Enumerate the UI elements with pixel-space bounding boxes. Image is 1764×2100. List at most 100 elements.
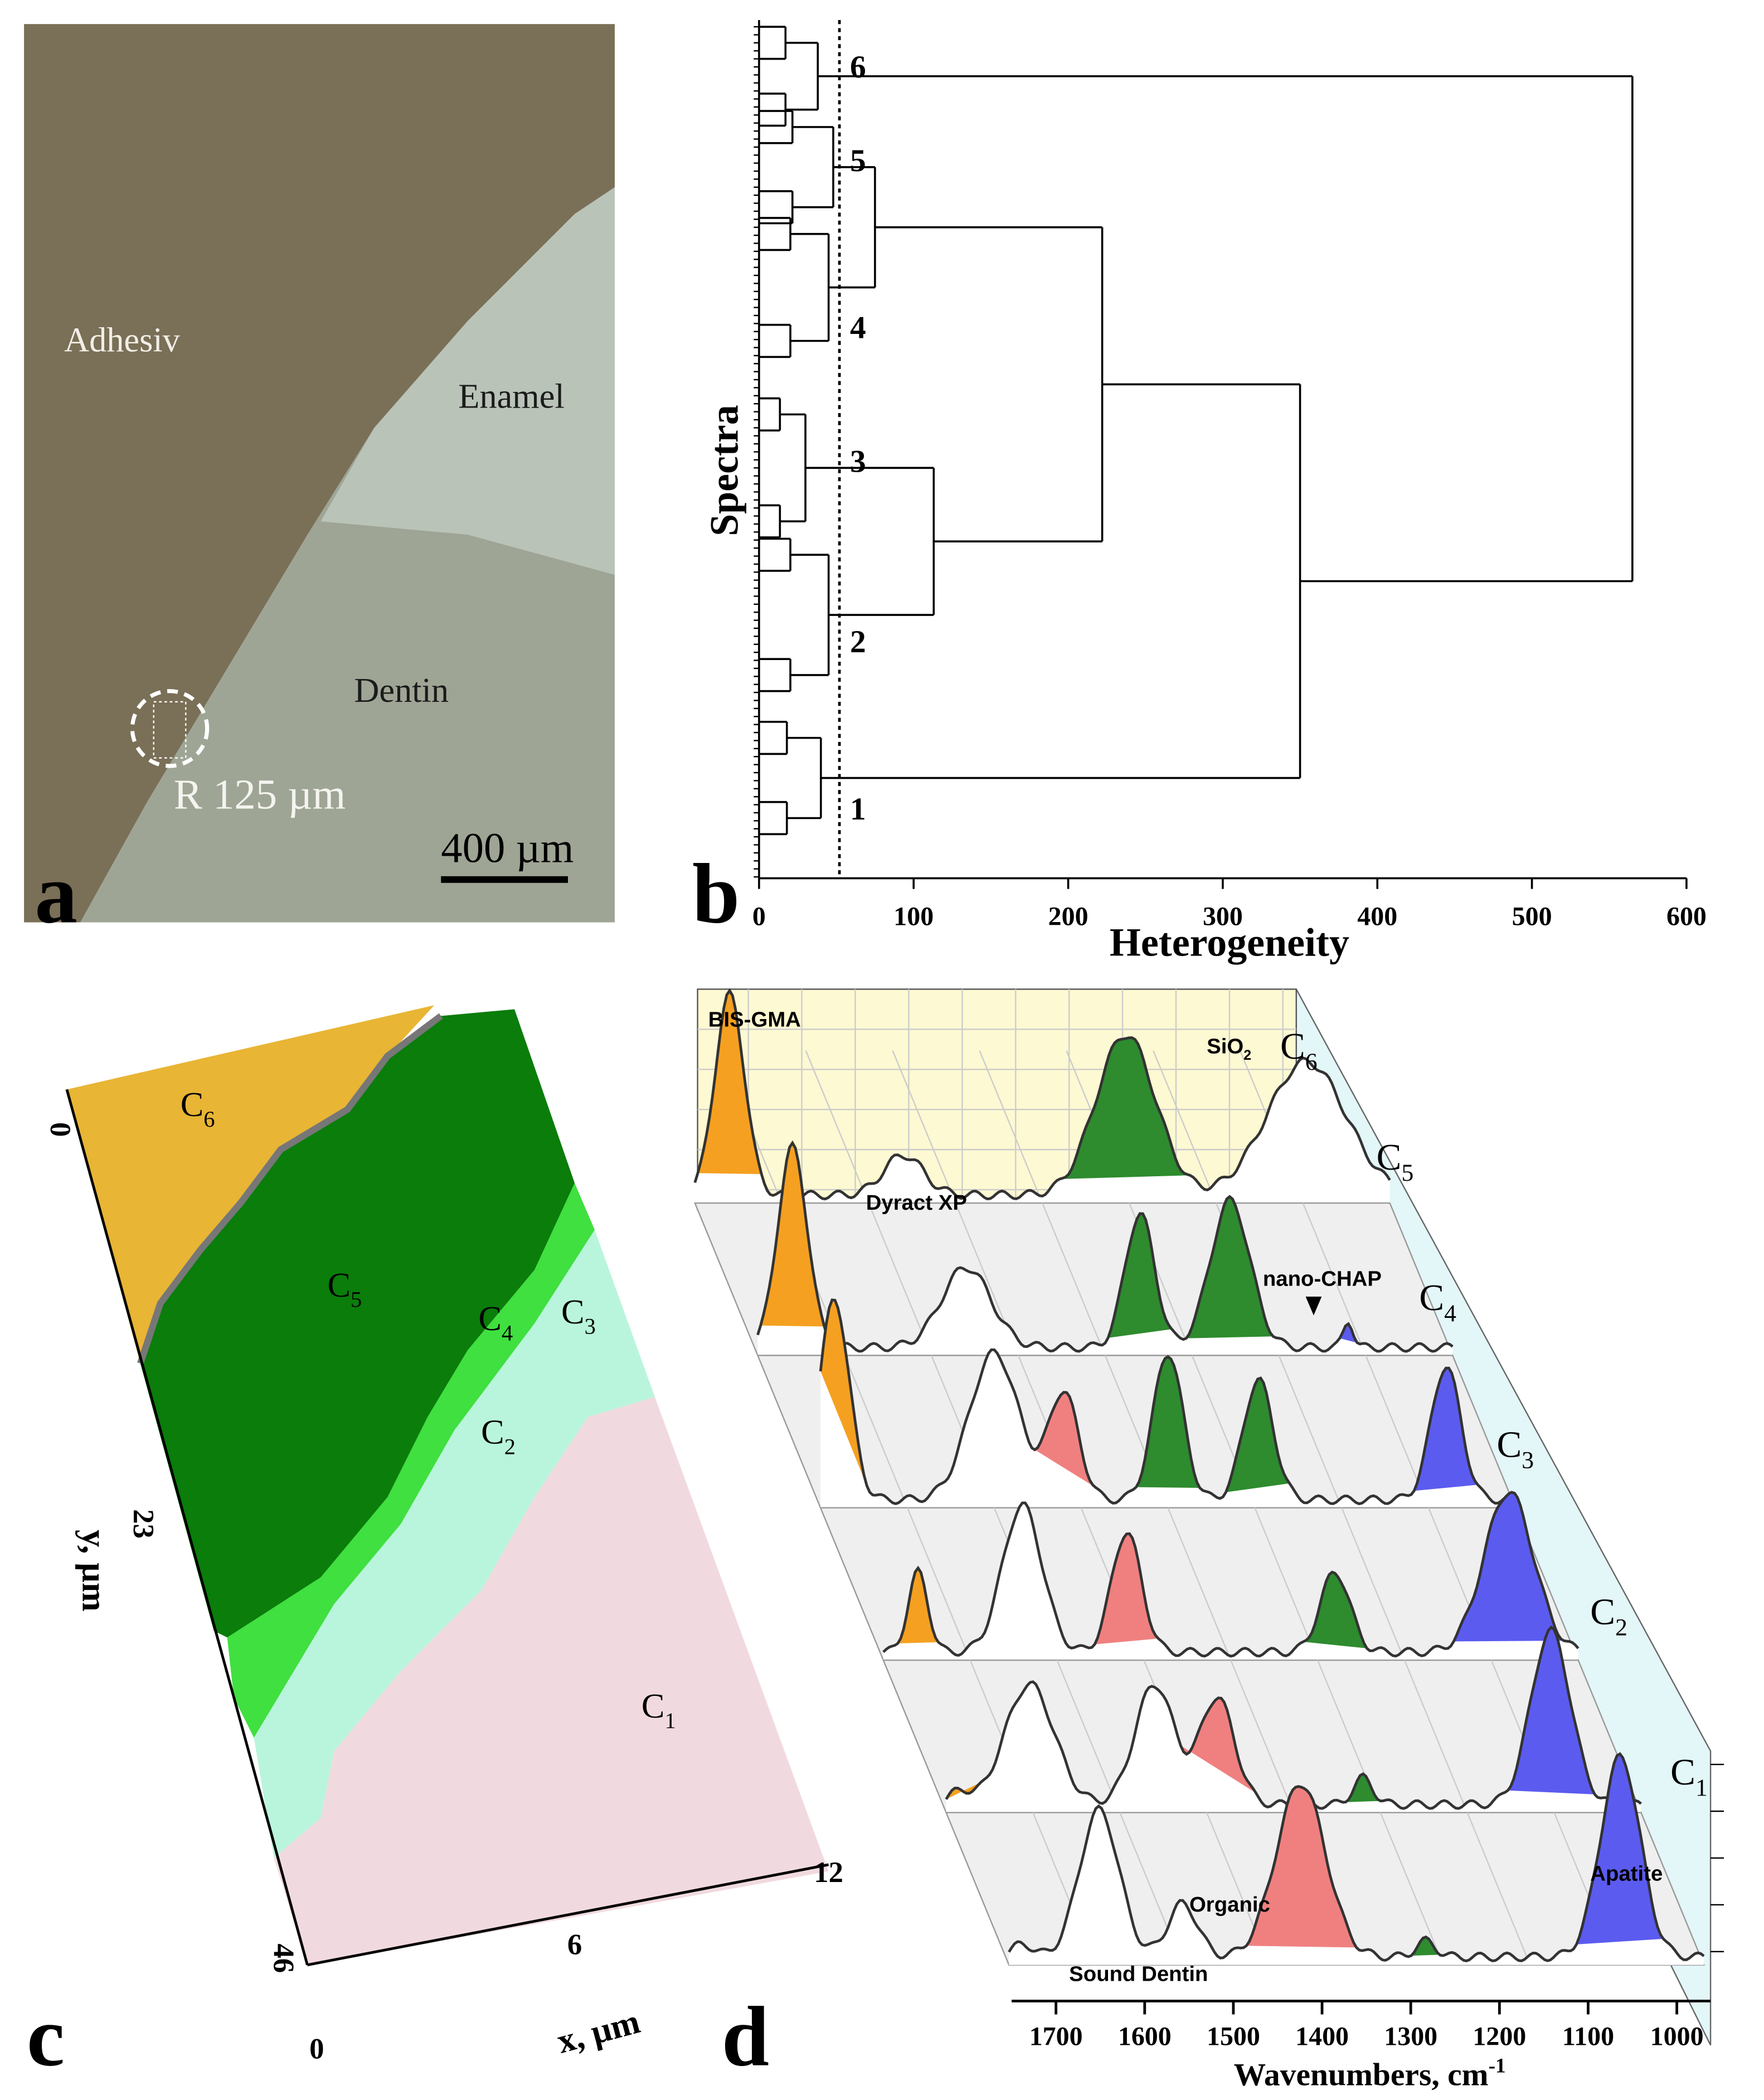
band-fill [1303, 1572, 1367, 1648]
panel-letter: c [27, 1990, 65, 2084]
plane-hatch [1341, 1507, 1406, 1661]
plane-hatch [1278, 1355, 1343, 1509]
series-label: C6 [1280, 1025, 1318, 1075]
x-tick-label: 1400 [1295, 2022, 1349, 2051]
cluster-label-base: C [181, 1085, 204, 1124]
band-fill [1095, 1534, 1159, 1645]
y-axis [65, 1089, 309, 1966]
annotation: BIS-GMA [708, 1008, 801, 1032]
annotation: Apatite [1590, 1862, 1663, 1886]
series-label-sub: 2 [1615, 1614, 1627, 1641]
series-label: C4 [1419, 1277, 1456, 1327]
x-axis-label: Heterogeneity [1110, 920, 1349, 964]
x-tick-label: 1500 [1207, 2022, 1260, 2051]
series-label-base: C [1670, 1751, 1695, 1793]
annotation: Organic [1189, 1893, 1270, 1917]
series-label-sub: 6 [1305, 1049, 1318, 1075]
cluster-label: C1 [642, 1687, 676, 1733]
panel-letter: a [35, 847, 77, 942]
cluster-label-sub: 1 [664, 1708, 676, 1733]
plane-hatch [1403, 1660, 1468, 1813]
band-fill [1226, 1378, 1290, 1492]
series-label-sub: 3 [1522, 1447, 1534, 1474]
cluster-label: C5 [327, 1266, 362, 1312]
plane-hatch [1466, 1812, 1531, 1966]
x-tick-label: 100 [893, 901, 934, 931]
plane-hatch [906, 1507, 971, 1661]
plane-hatch [1153, 1050, 1217, 1204]
x-tick-label: 12 [814, 1856, 843, 1889]
plane-hatch [1254, 1507, 1319, 1661]
plane-hatch [979, 1050, 1043, 1204]
x-axis-label-base: Wavenumbers, cm [1234, 2058, 1489, 2093]
spectrum [882, 1491, 1580, 1658]
spectrum [756, 1140, 1454, 1353]
sample-circle [130, 689, 210, 768]
cluster-label-base: C [327, 1266, 351, 1304]
annotation-sub: 2 [1243, 1047, 1251, 1063]
band-fill [1414, 1368, 1478, 1491]
band-fill [1576, 1754, 1664, 1944]
x-tick-label: 400 [1357, 901, 1397, 931]
plane-hatch [1042, 1202, 1106, 1356]
band-fill [1339, 1323, 1357, 1343]
plane-hatch [805, 1050, 869, 1204]
y-axis-label: Spectra [702, 405, 747, 536]
series-label: C1 [1670, 1751, 1708, 1801]
series-label-sub: 1 [1695, 1774, 1708, 1801]
band-fill [1060, 1037, 1190, 1179]
annotation: Dyract XP [866, 1191, 967, 1215]
panel-letter: d [722, 1990, 769, 2084]
cluster-label: 3 [850, 444, 866, 479]
series-label-base: C [1377, 1136, 1402, 1178]
plane-hatch [844, 1355, 908, 1509]
arrow-marker [1305, 1296, 1322, 1316]
x-tick-label: 1300 [1384, 2022, 1437, 2051]
series-label-sub: 5 [1401, 1160, 1413, 1186]
region-c4 [227, 1183, 595, 1738]
band-fill [1136, 1356, 1200, 1488]
x-tick-label: 1700 [1029, 2022, 1083, 2051]
cluster-label: C2 [481, 1413, 516, 1459]
x-tick-label: 1600 [1118, 2022, 1172, 2051]
cluster-label-sub: 6 [203, 1107, 215, 1132]
cluster-label: C6 [181, 1085, 215, 1132]
under-curve [694, 990, 1390, 1204]
series-label: C5 [1377, 1136, 1414, 1186]
x-axis-label-sup: -1 [1489, 2055, 1506, 2078]
band-fill [1180, 1698, 1256, 1793]
x-tick-label: 1000 [1650, 2022, 1704, 2051]
under-curve [1009, 1754, 1704, 1965]
x-tick-label: 0 [309, 2033, 324, 2065]
x-axis-label: Wavenumbers, cm-1 [1234, 2055, 1506, 2093]
region-c5 [140, 1009, 575, 1638]
annotation: Sound Dentin [1069, 1962, 1208, 1986]
band-fill [1508, 1627, 1595, 1795]
band-fill [760, 1143, 824, 1327]
series-label-base: C [1280, 1025, 1305, 1067]
panel-c: c [27, 1005, 829, 2084]
spectrum [693, 988, 1391, 1201]
photo-enamel [320, 187, 615, 575]
cluster-label: C3 [561, 1293, 596, 1339]
band-fill [1246, 1786, 1357, 1948]
cluster-label: C4 [478, 1299, 513, 1346]
band-fill [820, 1299, 867, 1486]
region-c1 [274, 1396, 829, 1965]
band-fill [698, 990, 762, 1175]
x-tick-label: 600 [1666, 901, 1707, 931]
cluster-label-sub: 2 [504, 1434, 516, 1459]
x-axis [307, 1863, 829, 1967]
series-label-base: C [1590, 1590, 1615, 1632]
plane-hatch [892, 1050, 956, 1204]
x-tick-label: 6 [567, 1929, 582, 1961]
band-fill [1186, 1196, 1274, 1338]
y-tick-label: 46 [268, 1943, 300, 1973]
under-curve [946, 1627, 1641, 1813]
series-label-base: C [1496, 1424, 1522, 1466]
label-enamel: Enamel [458, 377, 564, 415]
photo-adhesive [24, 24, 615, 923]
cluster-label: 1 [850, 792, 866, 827]
spectrum [1008, 1752, 1705, 1963]
